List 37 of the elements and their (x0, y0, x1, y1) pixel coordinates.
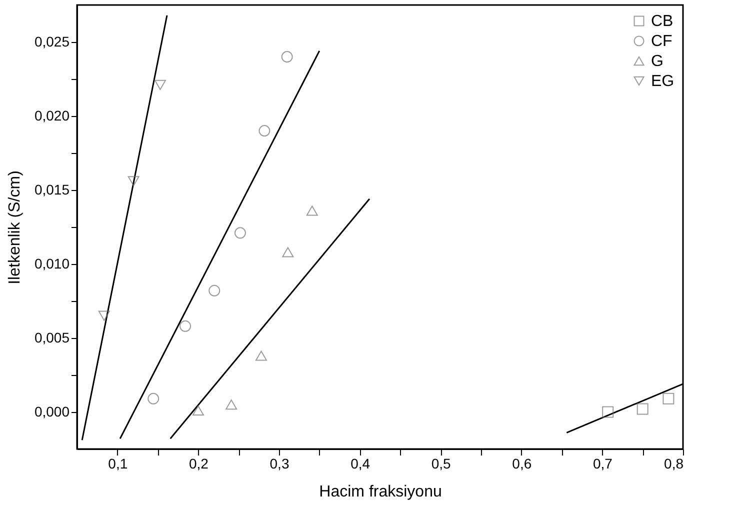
point (602, 406, 614, 418)
x-tick-label: 0,7 (592, 456, 613, 472)
y-tick-label: 0,005 (34, 330, 70, 346)
point (636, 403, 648, 415)
y-tick-label: 0,000 (34, 404, 70, 420)
x-tick-label: 0,6 (512, 456, 532, 472)
x-axis-title: Hacim fraksiyonu (319, 484, 442, 500)
x-tick-label: 0,4 (350, 456, 370, 472)
legend-label: EG (651, 73, 674, 90)
x-tick-label: 0,3 (270, 456, 290, 472)
x-tick-label: 0,5 (431, 456, 452, 472)
y-tick-label: 0,020 (34, 108, 70, 124)
point (128, 176, 140, 186)
point (192, 405, 204, 416)
point (234, 227, 246, 239)
point (180, 320, 192, 332)
y-axis-title: Iletkenlik (S/cm) (6, 170, 24, 284)
point (98, 310, 110, 321)
x-tick-label: 0,2 (188, 456, 209, 472)
point (282, 247, 294, 258)
legend-label: CF (651, 33, 673, 50)
point (662, 392, 674, 404)
point (255, 350, 267, 361)
point (148, 392, 160, 404)
y-tick-label: 0,015 (34, 182, 70, 198)
point (226, 400, 238, 410)
point (208, 284, 220, 296)
legend-label: G (651, 53, 664, 70)
point (306, 206, 318, 216)
point (258, 125, 270, 137)
point (281, 51, 293, 63)
x-tick-label: 0,1 (108, 456, 128, 472)
legend-label: CB (651, 13, 674, 30)
x-tick-label: 0,8 (664, 456, 684, 472)
point (154, 80, 166, 90)
y-tick-label: 0,010 (34, 256, 70, 272)
y-tick-label: 0,025 (34, 34, 70, 50)
